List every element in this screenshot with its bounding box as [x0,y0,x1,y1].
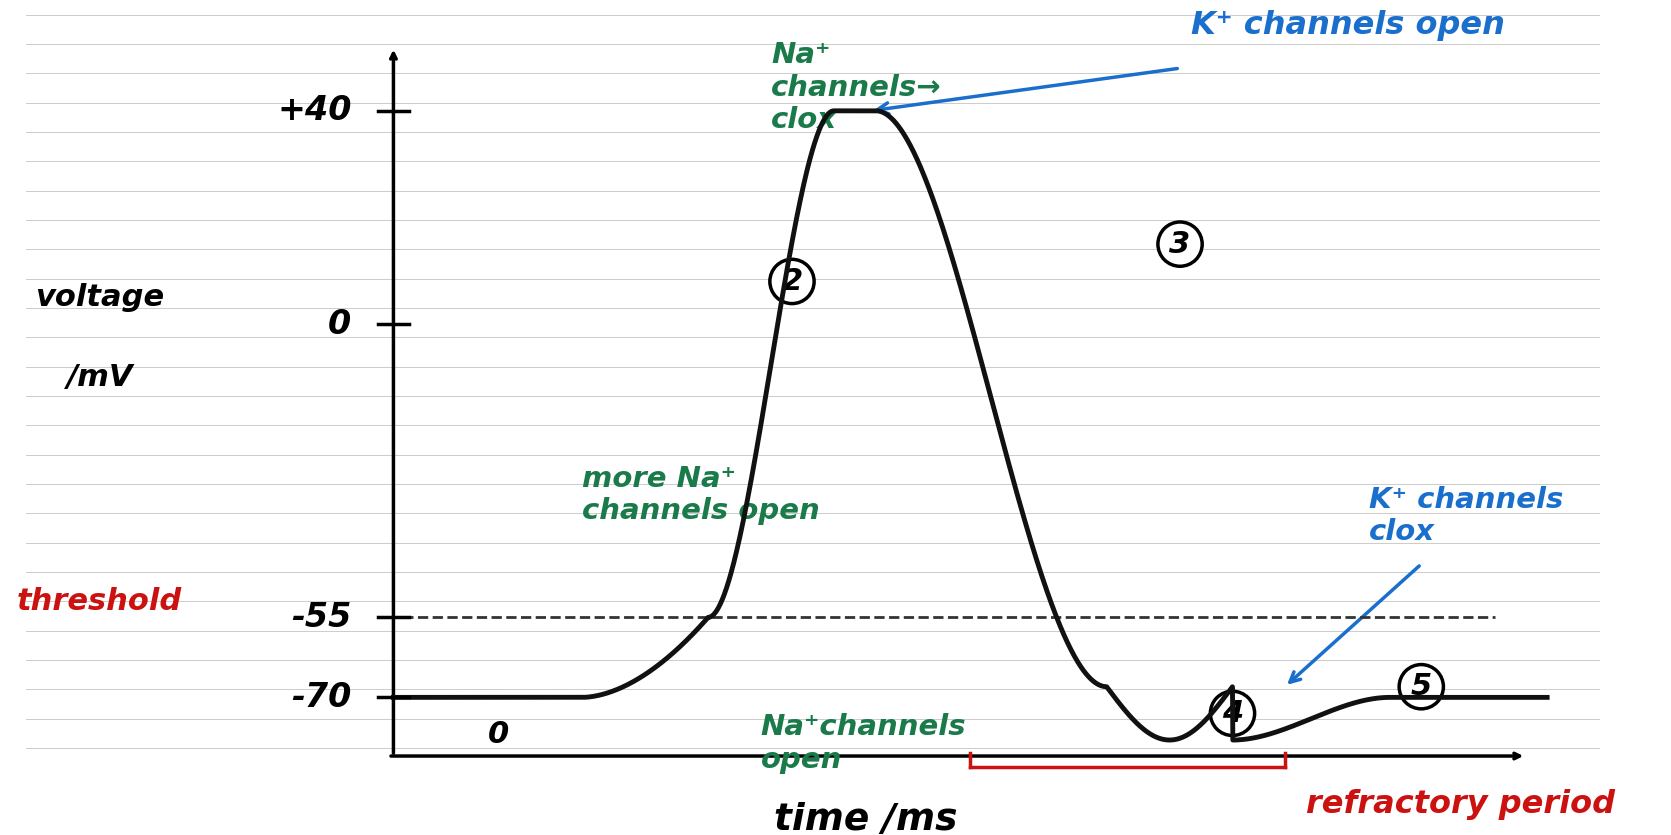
Text: 2: 2 [782,267,802,296]
Text: -55: -55 [291,601,351,634]
Text: /mV: /mV [67,363,134,392]
Text: Na⁺channels
open: Na⁺channels open [760,713,966,774]
Text: K⁺ channels open: K⁺ channels open [1190,10,1504,41]
Text: -70: -70 [291,681,351,714]
Text: refractory period: refractory period [1307,788,1614,819]
Text: 5: 5 [1410,672,1432,701]
Text: more Na⁺
channels open: more Na⁺ channels open [582,464,820,525]
Text: Na⁺
channels→
clox: Na⁺ channels→ clox [770,42,942,134]
Text: threshold: threshold [17,587,182,616]
Text: K⁺ channels
clox: K⁺ channels clox [1369,486,1562,546]
Text: time /ms: time /ms [774,802,957,835]
Text: voltage: voltage [35,283,164,312]
Text: +40: +40 [277,94,351,127]
Text: 4: 4 [1222,699,1243,728]
Text: 0: 0 [328,307,351,341]
Text: 3: 3 [1170,230,1191,259]
Text: 0: 0 [488,721,510,749]
